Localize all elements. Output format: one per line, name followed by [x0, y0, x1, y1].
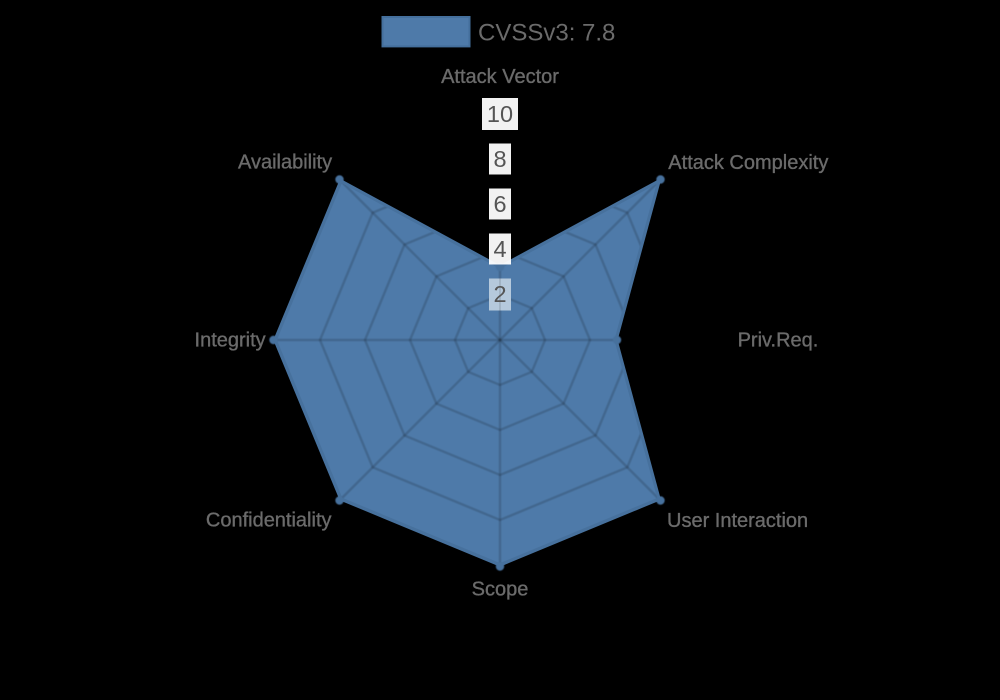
svg-text:6: 6: [493, 191, 506, 217]
svg-text:Scope: Scope: [472, 579, 529, 601]
svg-text:10: 10: [487, 101, 513, 127]
svg-text:Attack Vector: Attack Vector: [441, 66, 559, 88]
svg-text:Confidentiality: Confidentiality: [206, 509, 332, 531]
svg-text:2: 2: [493, 281, 506, 307]
svg-text:CVSSv3: 7.8: CVSSv3: 7.8: [478, 20, 615, 47]
svg-text:User Interaction: User Interaction: [667, 510, 808, 532]
svg-text:8: 8: [493, 146, 506, 172]
svg-text:Attack Complexity: Attack Complexity: [668, 152, 828, 174]
svg-text:4: 4: [493, 236, 506, 262]
svg-text:Availability: Availability: [238, 152, 332, 174]
svg-text:Priv.Req.: Priv.Req.: [738, 329, 819, 351]
svg-text:Integrity: Integrity: [195, 329, 266, 351]
